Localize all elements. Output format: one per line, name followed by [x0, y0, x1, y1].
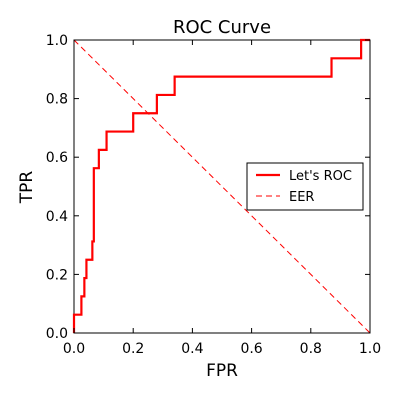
y-tick-label-5: 1.0 [46, 33, 68, 49]
ticks-layer [73, 39, 371, 334]
y-tick-label-0: 0.0 [46, 326, 68, 342]
tick-labels-layer: 0.0 0.2 0.4 0.6 0.8 1.0 0.0 0.2 0.4 0.6 0.8 1.0 [46, 33, 381, 357]
x-tick-label-1: 0.2 [122, 341, 144, 357]
legend-label-lets-roc: Let's ROC [289, 169, 352, 184]
y-tick-label-3: 0.6 [46, 150, 68, 166]
chart-title: ROC Curve [173, 17, 271, 38]
legend-label-eer: EER [289, 190, 314, 205]
x-tick-label-5: 1.0 [359, 341, 381, 357]
series-layer [72, 38, 371, 334]
x-tick-label-2: 0.4 [181, 341, 203, 357]
x-tick-label-3: 0.6 [240, 341, 262, 357]
series-line-0 [72, 38, 370, 333]
legend: Let's ROC EER [246, 162, 364, 211]
y-tick-label-2: 0.4 [46, 209, 68, 225]
y-tick-label-4: 0.8 [46, 92, 68, 108]
y-tick-label-1: 0.2 [46, 267, 68, 283]
legend-box [246, 162, 364, 211]
y-axis-label: TPR [17, 171, 37, 205]
x-tick-label-4: 0.8 [300, 341, 322, 357]
x-tick-label-0: 0.0 [63, 341, 85, 357]
x-axis-label: FPR [206, 361, 238, 381]
